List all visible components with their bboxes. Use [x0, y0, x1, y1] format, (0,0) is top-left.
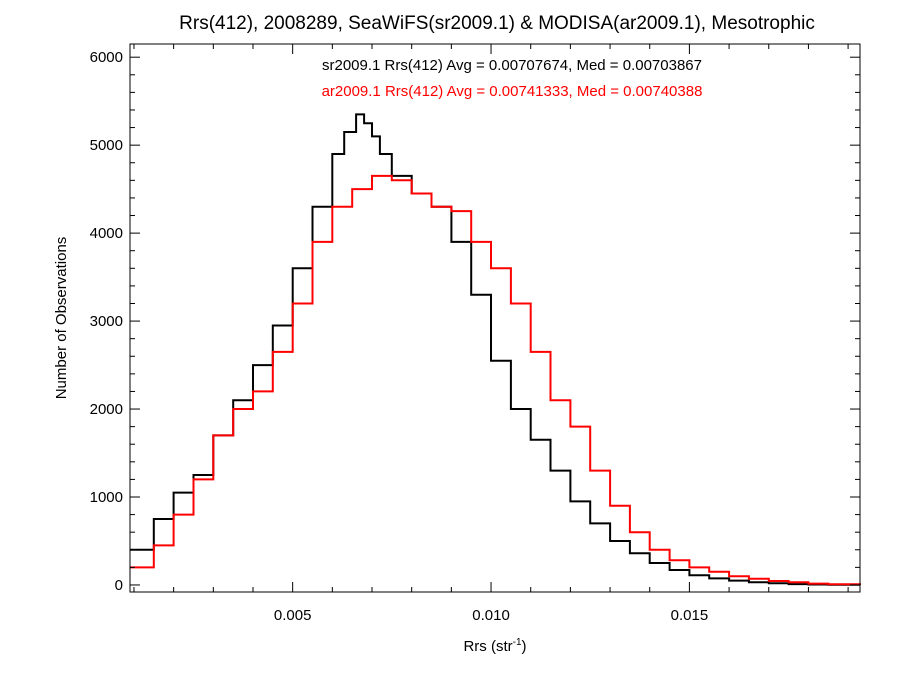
y-tick-label: 0: [115, 577, 123, 594]
y-tick-label: 6000: [90, 49, 123, 66]
chart-title: Rrs(412), 2008289, SeaWiFS(sr2009.1) & M…: [179, 13, 815, 34]
series-line-1: [130, 174, 861, 586]
axis-layer: 0 1000 2000 3000 4000 5000 6000 0.005 0.010 0.015: [90, 44, 860, 624]
annotation-sr2009: sr2009.1 Rrs(412) Avg = 0.00707674, Med …: [322, 57, 702, 74]
x-axis-label: Rrs (str-1): [463, 637, 526, 655]
x-axis-label-superscript: -1: [513, 637, 522, 648]
y-tick-label: 5000: [90, 137, 123, 154]
series-layer: [130, 113, 861, 586]
x-axis-label-close: ): [522, 638, 527, 655]
y-tick-label: 3000: [90, 313, 123, 330]
y-tick-label: 1000: [90, 489, 123, 506]
x-tick-label: 0.010: [472, 607, 510, 624]
y-axis-label: Number of Observations: [53, 237, 70, 400]
series-line-0: [130, 113, 861, 586]
x-axis-label-text: Rrs (str: [463, 638, 512, 655]
x-tick-label: 0.015: [671, 607, 709, 624]
x-tick-label: 0.005: [274, 607, 312, 624]
y-tick-label: 4000: [90, 225, 123, 242]
y-tick-label: 2000: [90, 401, 123, 418]
plot-frame: [129, 43, 861, 593]
annotation-ar2009: ar2009.1 Rrs(412) Avg = 0.00741333, Med …: [322, 83, 703, 100]
